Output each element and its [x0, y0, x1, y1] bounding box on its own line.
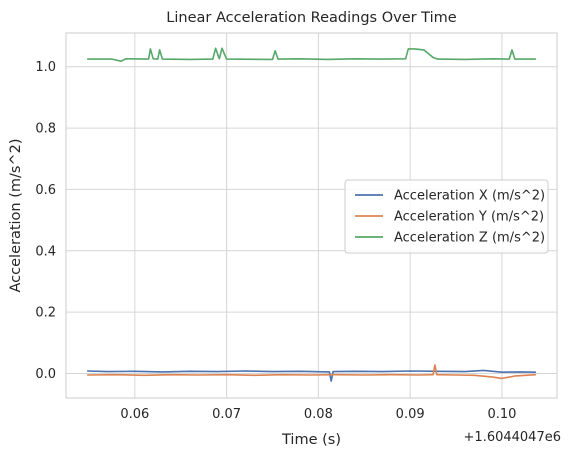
x-tick-label: 0.09 — [396, 407, 425, 422]
tick-labels: 0.06 0.07 0.08 0.09 0.10 0.0 0.2 0.4 0.6 0.8 1.0 — [35, 60, 516, 422]
series-lines — [87, 47, 536, 382]
legend-box — [344, 179, 549, 254]
legend-label: Acceleration Z (m/s^2) — [394, 231, 545, 246]
legend-label: Acceleration X (m/s^2) — [394, 189, 545, 204]
y-tick-label: 0.6 — [35, 183, 56, 198]
y-tick-label: 0.4 — [35, 244, 56, 259]
y-tick-label: 0.0 — [35, 367, 56, 382]
series-line-2 — [87, 364, 536, 380]
legend: Acceleration X (m/s^2) Acceleration Y (m/… — [344, 179, 549, 254]
x-axis-label: Time (s) — [281, 432, 341, 448]
y-tick-label: 0.2 — [35, 306, 56, 321]
series-line-1 — [87, 369, 536, 382]
x-tick-label: 0.06 — [120, 407, 149, 422]
x-tick-label: 0.07 — [212, 407, 241, 422]
plot-frame — [65, 32, 558, 399]
x-tick-label: 0.08 — [304, 407, 333, 422]
x-tick-label: 0.10 — [487, 407, 516, 422]
y-tick-label: 1.0 — [35, 60, 56, 75]
series-line-3 — [87, 47, 536, 63]
legend-label: Acceleration Y (m/s^2) — [394, 210, 544, 225]
y-axis-label: Acceleration (m/s^2) — [8, 139, 24, 293]
x-axis-offset-label: +1.6044047e6 — [464, 430, 561, 445]
y-tick-label: 0.8 — [35, 122, 56, 137]
chart-title: Linear Acceleration Readings Over Time — [166, 10, 456, 26]
